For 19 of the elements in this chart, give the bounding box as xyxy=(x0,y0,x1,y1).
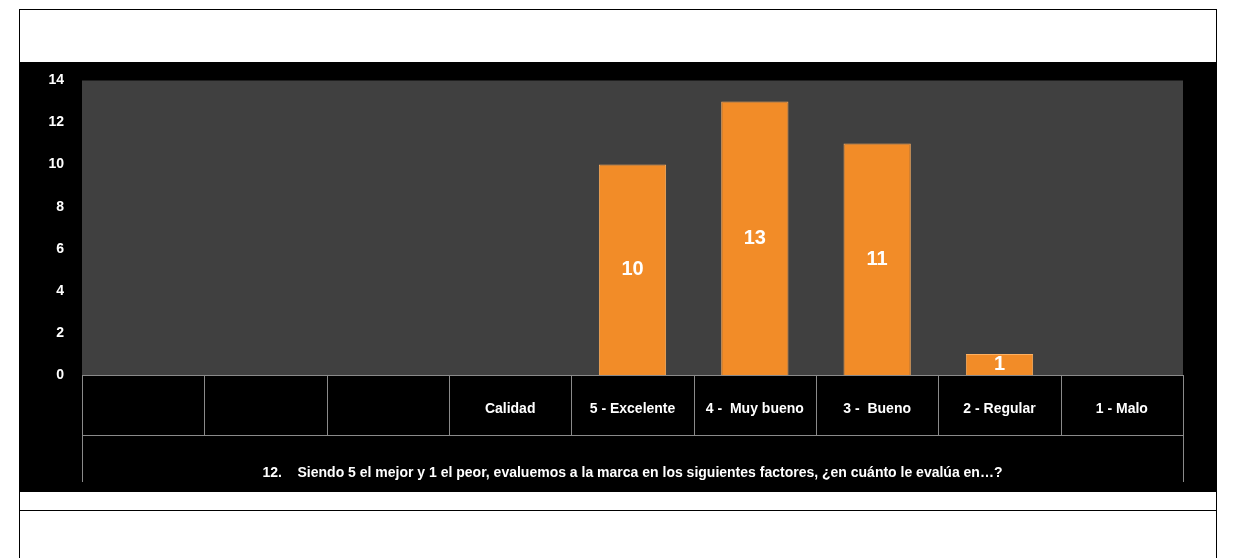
x-tick-label: 5 - Excelente xyxy=(589,400,676,417)
data-label: 11 xyxy=(866,246,888,269)
x-tick-label: 4 - Muy bueno xyxy=(705,400,804,417)
x-tick-label: 2 - Regular xyxy=(963,400,1037,417)
y-tick-label: 12 xyxy=(48,113,65,130)
data-label: 1 xyxy=(993,351,1006,374)
y-tick-label: 2 xyxy=(56,323,65,340)
y-tick-label: 10 xyxy=(48,155,65,172)
y-tick-label: 8 xyxy=(56,197,65,214)
y-tick-label: 0 xyxy=(56,365,65,382)
y-tick-label: 4 xyxy=(56,281,65,298)
x-tick-label: 1 - Malo xyxy=(1095,400,1148,417)
data-label: 13 xyxy=(743,225,766,248)
y-tick-label: 14 xyxy=(48,71,65,88)
data-label: 10 xyxy=(621,257,644,280)
x-tick-label: Calidad xyxy=(484,400,536,417)
y-tick-label: 6 xyxy=(56,239,65,256)
x-axis-title: 12. Siendo 5 el mejor y 1 el peor, evaluemos a la marca en los siguientes factores, ¿en cuánto le evalúa en…? xyxy=(262,464,1003,481)
x-tick-label: 3 - Bueno xyxy=(843,400,911,417)
